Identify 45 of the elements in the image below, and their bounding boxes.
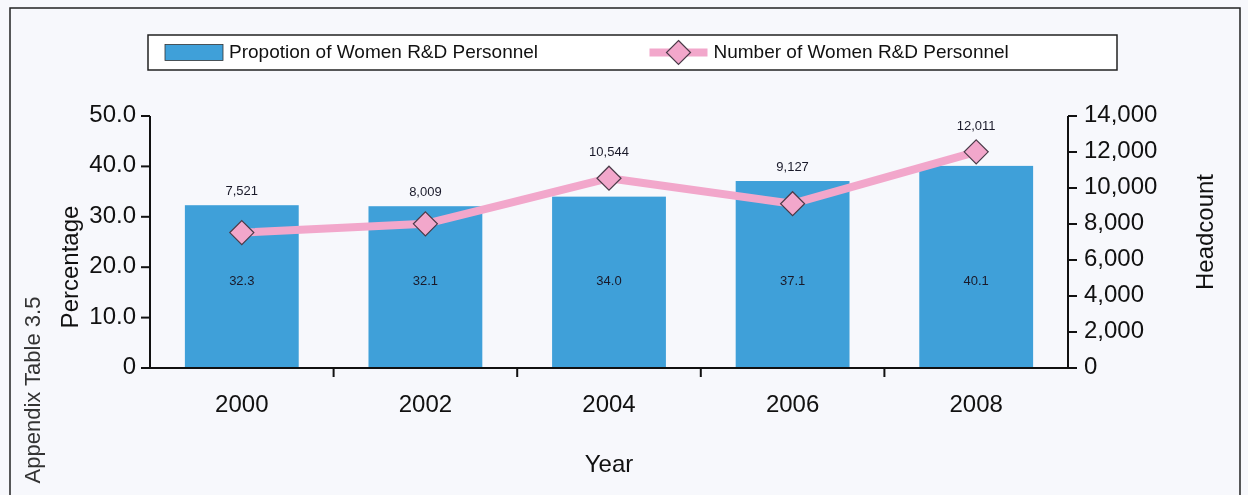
y-tick-label: 10.0 — [89, 301, 136, 329]
data-label: 32.3 — [229, 273, 255, 289]
point — [963, 139, 989, 165]
data-label: 40.1 — [963, 273, 989, 289]
point — [412, 211, 438, 237]
text: Appendix Table 3.5 — [20, 296, 45, 484]
y-tick-label: 50.0 — [89, 100, 136, 128]
bar — [552, 196, 666, 368]
data-label: 9,127 — [776, 159, 809, 175]
point — [596, 165, 622, 191]
y2-tick-label: 6,000 — [1084, 244, 1145, 272]
bar — [919, 165, 1034, 368]
y-tick-label: 20.0 — [89, 251, 136, 279]
data-label: 7,521 — [225, 183, 259, 199]
y2-tick-label: 14,000 — [1084, 100, 1158, 128]
y-tick-label: 40.0 — [89, 150, 136, 178]
data-label: 32.1 — [412, 273, 439, 289]
data-label: 34.0 — [596, 273, 622, 289]
y2-tick-label: 12,000 — [1084, 136, 1158, 164]
x-tick-label: 2000 — [215, 390, 269, 417]
y2-tick-label: 10,000 — [1084, 172, 1158, 200]
data-label: 8,009 — [409, 184, 442, 200]
point — [780, 191, 806, 217]
y2-axis-title: Headcount — [1191, 173, 1218, 291]
x-tick-label: 2002 — [398, 390, 453, 417]
legend-label: Propotion of Women R&D Personnel — [229, 40, 539, 62]
data-label: 10,544 — [589, 144, 629, 160]
x-tick-label: 2006 — [765, 390, 820, 417]
data-label: 12,011 — [956, 117, 996, 133]
x-tick-label: 2008 — [949, 390, 1003, 417]
y2-tick-label: 0 — [1084, 352, 1098, 380]
y-tick-label: 30.0 — [89, 201, 136, 229]
y-tick-label: 0 — [122, 352, 136, 380]
bar — [184, 205, 299, 368]
y2-tick-label: 8,000 — [1084, 208, 1145, 236]
legend-label: Number of Women R&D Personnel — [713, 40, 1009, 62]
y2-tick-label: 4,000 — [1084, 280, 1145, 308]
bar — [735, 181, 850, 368]
y2-tick-label: 2,000 — [1084, 316, 1145, 344]
point — [229, 220, 255, 246]
x-axis-title: Year — [584, 450, 634, 477]
y-axis-title: Percentage — [56, 205, 83, 329]
data-label: 37.1 — [779, 273, 806, 289]
x-tick-label: 2004 — [582, 390, 636, 417]
bar — [368, 206, 483, 368]
